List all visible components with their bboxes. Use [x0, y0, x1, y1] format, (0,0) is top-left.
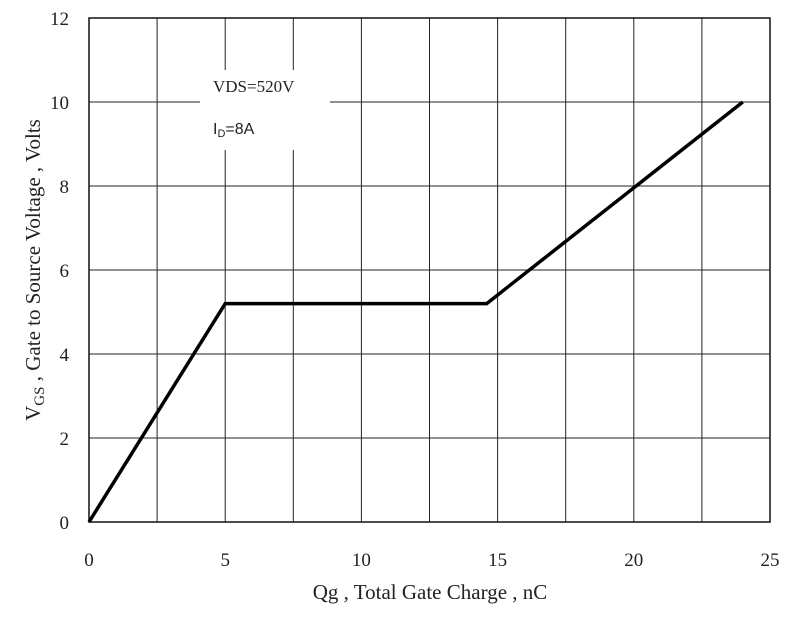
y-tick-label: 4 [60, 345, 70, 366]
annotation-background [200, 70, 330, 150]
grid [88, 17, 771, 523]
series-layer [87, 100, 744, 523]
x-tick-label: 20 [624, 550, 643, 571]
plot-frame [88, 17, 771, 523]
x-tick-label: 15 [488, 550, 507, 571]
y-axis-label: VGS , Gate to Source Voltage , Volts [21, 119, 48, 421]
y-axis-label-rest: , Gate to Source Voltage , Volts [21, 119, 45, 386]
x-tick-labels: 0 5 10 15 20 25 [84, 550, 779, 571]
y-axis-label-sub: GS [32, 387, 48, 406]
annotation-vds: VDS=520V [213, 77, 295, 96]
x-axis-label: Qg , Total Gate Charge , nC [313, 580, 548, 604]
annotation-id-rest: =8A [225, 121, 254, 138]
y-tick-label: 0 [60, 513, 70, 534]
annotation-id-sub: D [217, 128, 225, 140]
y-tick-label: 6 [60, 261, 70, 282]
y-tick-label: 2 [60, 429, 70, 450]
y-tick-label: 10 [50, 93, 69, 114]
series-line-0 [87, 100, 744, 523]
x-tick-label: 25 [761, 550, 780, 571]
x-tick-label: 5 [220, 550, 230, 571]
annotation-id: ID=8A [213, 121, 255, 140]
x-tick-label: 10 [352, 550, 371, 571]
y-tick-label: 8 [60, 177, 70, 198]
x-tick-label: 0 [84, 550, 94, 571]
y-axis-label-prefix: V [21, 406, 45, 421]
y-tick-label: 12 [50, 9, 69, 30]
y-tick-labels: 0 2 4 6 8 10 12 [50, 9, 70, 534]
annotation-id-prefix: I [213, 121, 217, 138]
